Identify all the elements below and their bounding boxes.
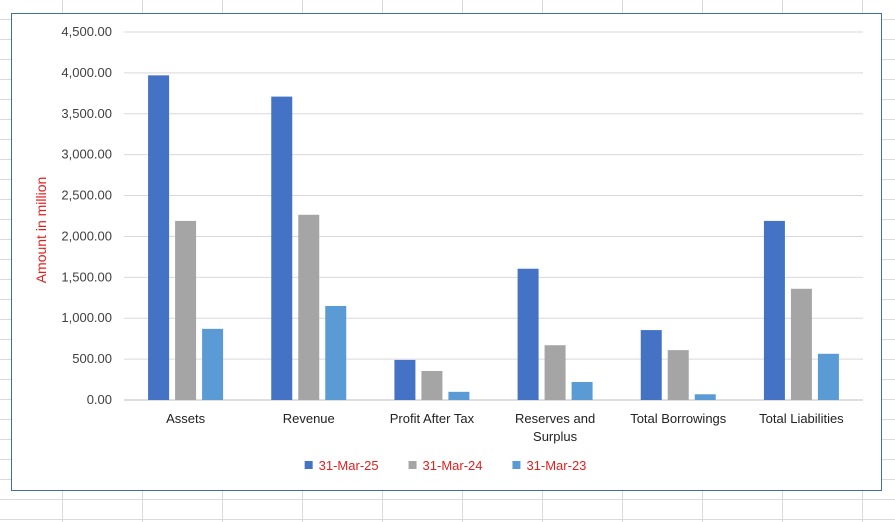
bar	[394, 359, 416, 400]
bar	[202, 328, 224, 400]
bar	[667, 350, 689, 400]
legend-item: 31-Mar-23	[512, 458, 586, 473]
y-tick-label: 1,000.00	[61, 310, 112, 325]
y-axis: 0.00 500.00 1,000.00 1,500.00 2,000.00 2,500.…	[61, 24, 112, 407]
x-category-label: Total Borrowings	[630, 411, 727, 426]
bar	[640, 330, 662, 400]
y-axis-title: Amount in million	[33, 177, 49, 284]
x-category-label: Total Liabilities	[759, 411, 844, 426]
y-tick-label: 2,000.00	[61, 228, 112, 243]
legend-item: 31-Mar-25	[304, 458, 379, 473]
bar	[544, 345, 566, 400]
bars	[148, 75, 839, 401]
legend-label: 31-Mar-23	[526, 458, 586, 473]
bar	[790, 288, 812, 400]
x-category-label: Assets	[166, 411, 206, 426]
bar	[694, 394, 716, 400]
bar	[763, 220, 785, 400]
y-tick-label: 3,000.00	[61, 147, 112, 162]
bar	[175, 220, 197, 400]
legend-label: 31-Mar-25	[319, 458, 379, 473]
bar	[448, 391, 470, 400]
y-tick-label: 500.00	[72, 351, 112, 366]
legend-swatch	[512, 461, 521, 469]
bar	[421, 370, 443, 400]
legend-swatch	[304, 461, 313, 469]
x-axis: Assets Revenue Profit After Tax Reserves an…	[166, 411, 844, 444]
legend-item: 31-Mar-24	[408, 458, 483, 473]
legend: 31-Mar-25 31-Mar-24 31-Mar-23	[304, 458, 586, 473]
bar	[817, 353, 839, 400]
bar-chart: 0.00 500.00 1,000.00 1,500.00 2,000.00 2,500.…	[33, 24, 863, 473]
x-category-label: Reserves and Surplus	[515, 411, 595, 444]
legend-swatch	[408, 461, 417, 469]
bar	[571, 382, 593, 400]
x-category-label: Revenue	[283, 411, 335, 426]
y-tick-label: 4,000.00	[61, 65, 112, 80]
bar	[271, 96, 293, 401]
bar	[148, 75, 170, 400]
gridlines	[124, 31, 863, 401]
y-tick-label: 4,500.00	[61, 24, 112, 39]
x-category-label: Profit After Tax	[390, 411, 475, 426]
y-tick-label: 3,500.00	[61, 106, 112, 121]
y-tick-label: 1,500.00	[61, 269, 112, 284]
bar	[517, 268, 539, 400]
bar	[298, 214, 320, 400]
y-tick-label: 0.00	[87, 392, 112, 407]
bar	[325, 305, 347, 400]
y-tick-label: 2,500.00	[61, 188, 112, 203]
chart-area[interactable]: 0.00 500.00 1,000.00 1,500.00 2,000.00 2,500.…	[11, 13, 882, 491]
legend-label: 31-Mar-24	[423, 458, 483, 473]
